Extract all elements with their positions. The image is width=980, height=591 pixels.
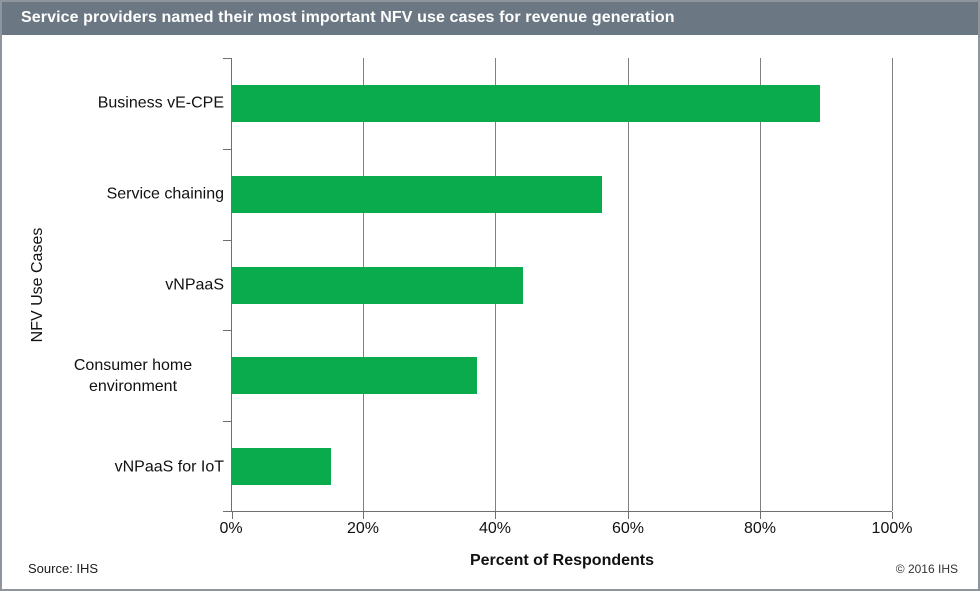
x-tick (495, 512, 496, 519)
x-tick (363, 512, 364, 519)
x-tick-label: 60% (611, 520, 645, 537)
x-tick-label: 0% (219, 520, 243, 537)
plot-area (223, 58, 893, 519)
category-label: Consumer home environment (73, 357, 193, 395)
y-tick (223, 58, 232, 59)
category-label: Business vE-CPE (97, 94, 224, 112)
x-tick-label: 80% (743, 520, 777, 537)
x-tick (892, 512, 893, 519)
x-tick-label: 100% (871, 520, 913, 537)
gridline (892, 58, 893, 511)
y-tick (223, 240, 232, 241)
category-label: vNPaaS for IoT (114, 458, 224, 476)
x-axis-title: Percent of Respondents (469, 552, 655, 569)
y-tick (223, 421, 232, 422)
bar (232, 448, 331, 485)
gridline (628, 58, 629, 511)
gridline (760, 58, 761, 511)
y-tick (223, 149, 232, 150)
y-tick (223, 511, 232, 512)
x-tick (628, 512, 629, 519)
copyright-note: © 2016 IHS (895, 562, 958, 576)
x-tick (232, 512, 233, 519)
category-label: vNPaaS (165, 276, 224, 294)
source-note: Source: IHS (28, 561, 99, 576)
bar (232, 85, 820, 122)
bar (232, 267, 523, 304)
y-tick (223, 330, 232, 331)
chart-title: Service providers named their most impor… (2, 2, 978, 35)
x-tick-label: 40% (478, 520, 512, 537)
bar (232, 357, 477, 394)
x-tick-label: 20% (346, 520, 380, 537)
bar (232, 176, 602, 213)
x-tick (760, 512, 761, 519)
category-label: Service chaining (106, 185, 224, 203)
